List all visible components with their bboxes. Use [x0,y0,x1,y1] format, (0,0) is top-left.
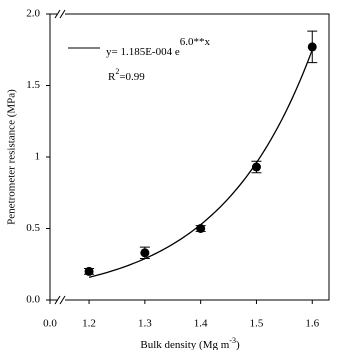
fit-equation-exp: 6.0**x [180,36,211,48]
fit-curve [88,49,313,278]
y-tick-label: 1 [35,151,41,163]
data-point [251,162,261,172]
fit-equation-base: y= 1.185E-004 e [106,46,180,58]
x-tick-label: 1.6 [305,318,319,330]
fit-equation: y= 1.185E-004 e6.0**x [106,36,210,58]
x-tick-label: 0.0 [43,318,57,330]
y-tick-label: 1.5 [26,79,40,91]
x-tick-label: 1.4 [194,318,208,330]
x-tick-label: 1.3 [138,318,152,330]
y-tick-label: 2.0 [26,8,40,20]
data-point [84,266,94,276]
data-point [307,42,317,52]
x-axis-title-text: Bulk density (Mg m [140,339,229,350]
y-tick-label: 0.0 [26,294,40,306]
x-tick-label: 1.2 [82,318,96,330]
r2-value: =0.99 [119,71,145,83]
y-tick-label: 0.5 [26,222,40,234]
data-point [196,224,206,233]
x-axis-title: Bulk density (Mg m-3) [140,336,240,350]
x-axis-title-end: ) [236,339,240,350]
x-axis-title-sup: -3 [229,336,236,345]
fit-r2: R2=0.99 [108,67,145,83]
r2-r: R [108,71,116,83]
r2-sup: 2 [115,67,119,76]
data-point [140,248,150,258]
y-axis-title: Penetrometer resistance (MPa) [6,89,18,225]
x-tick-label: 1.5 [250,318,264,330]
axis-break [54,9,66,305]
plot-frame [49,13,330,301]
